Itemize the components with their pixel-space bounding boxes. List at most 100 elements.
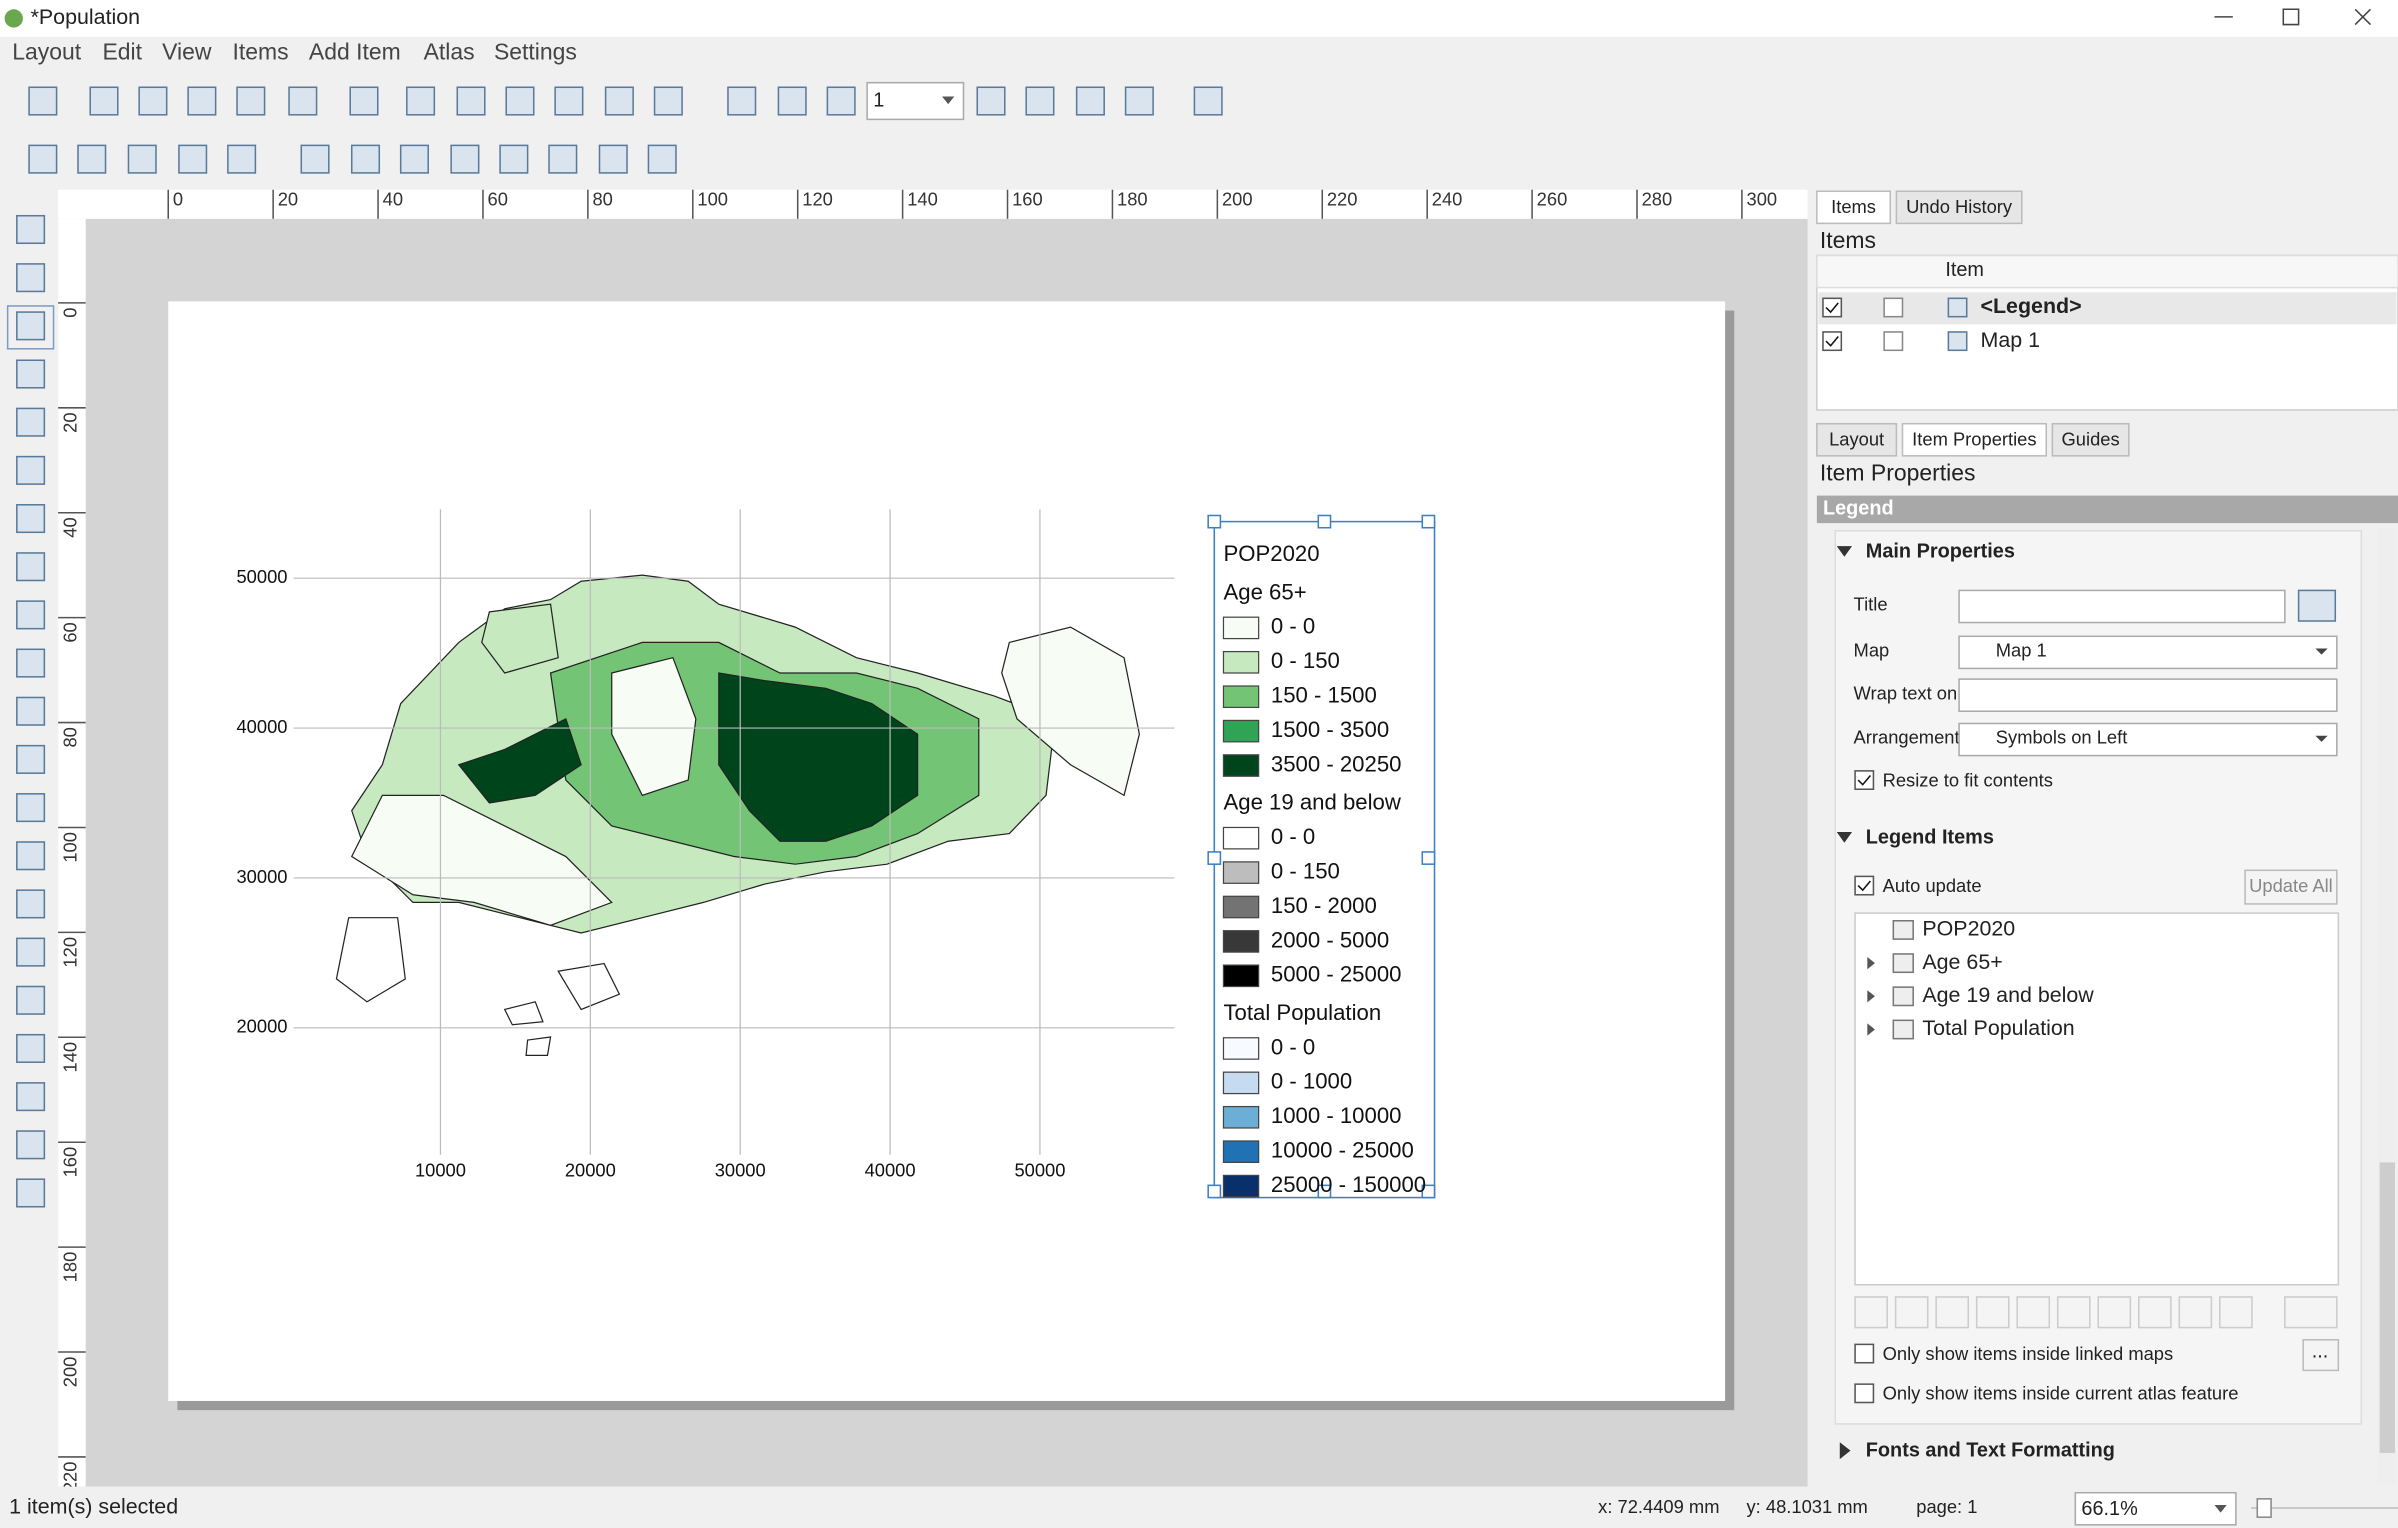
tool-button[interactable]	[16, 937, 46, 967]
handle[interactable]	[1421, 851, 1436, 865]
tool-button[interactable]	[236, 86, 266, 116]
tool-button[interactable]	[16, 696, 46, 726]
tree-button[interactable]	[2284, 1296, 2338, 1329]
menu-item[interactable]: Items	[232, 39, 288, 65]
tool-button[interactable]	[227, 144, 257, 174]
tool-button[interactable]	[777, 86, 807, 116]
checkbox[interactable]	[1854, 875, 1875, 896]
tree-button[interactable]	[1975, 1296, 2010, 1329]
window-controls[interactable]	[2214, 8, 2372, 26]
tool-button[interactable]	[450, 144, 480, 174]
tool-button[interactable]	[647, 144, 677, 174]
tool-button[interactable]	[1124, 86, 1154, 116]
handle[interactable]	[1421, 1184, 1436, 1199]
tool-button[interactable]	[16, 793, 46, 823]
tool-button[interactable]	[16, 985, 46, 1015]
tool-button[interactable]	[350, 144, 381, 174]
tree-button[interactable]	[2056, 1296, 2091, 1329]
combo-box[interactable]	[1958, 635, 2338, 670]
handle[interactable]	[1207, 1184, 1222, 1199]
tree-button[interactable]	[2219, 1296, 2253, 1329]
tool-button[interactable]	[16, 889, 46, 919]
tree-expander[interactable]	[1867, 957, 1875, 970]
tool-button[interactable]	[28, 86, 58, 116]
menu-item[interactable]: Settings	[494, 39, 577, 65]
tool-button[interactable]	[288, 86, 318, 116]
text-input[interactable]	[1958, 678, 2338, 713]
tool-button[interactable]	[598, 144, 628, 174]
scroll-thumb[interactable]	[2379, 1162, 2395, 1453]
zoom-handle[interactable]	[2256, 1498, 2272, 1518]
tool-button[interactable]	[604, 86, 634, 116]
handle[interactable]	[1207, 514, 1222, 529]
tool-button[interactable]	[1075, 86, 1105, 116]
tool-button[interactable]	[16, 1178, 46, 1208]
tree-button[interactable]	[1854, 1296, 1888, 1329]
handle[interactable]	[1421, 514, 1436, 529]
map-item[interactable]: 50000 40000 30000 20000 10000 20000 30000 40000…	[236, 509, 1175, 1180]
tool-button[interactable]	[16, 648, 46, 678]
tool-button[interactable]	[187, 86, 217, 116]
tree-button[interactable]	[1935, 1296, 1970, 1329]
checkbox[interactable]	[1854, 1343, 1875, 1364]
tool-button[interactable]	[300, 144, 330, 174]
update-all-button[interactable]	[2244, 869, 2338, 905]
tool-button[interactable]	[826, 86, 856, 116]
lock-checkbox[interactable]	[1883, 297, 1904, 318]
tree-label[interactable]: Age 19 and below	[1922, 983, 2094, 1007]
tree-button[interactable]	[2016, 1296, 2051, 1329]
tool-button[interactable]	[653, 86, 683, 116]
tool-button[interactable]	[399, 144, 429, 174]
handle[interactable]	[1317, 514, 1332, 529]
text-input[interactable]	[1958, 589, 2286, 624]
tree-label[interactable]: Age 65+	[1922, 950, 2002, 974]
tool-button[interactable]	[16, 552, 46, 582]
menu-item[interactable]: Add Item	[309, 39, 401, 65]
tool-button[interactable]	[16, 359, 46, 389]
tool-button[interactable]	[16, 263, 46, 293]
tool-button[interactable]	[505, 86, 535, 116]
tool-button[interactable]	[178, 144, 208, 174]
combo-box[interactable]	[1958, 722, 2338, 757]
menu-item[interactable]: Atlas	[424, 39, 475, 65]
expression-button[interactable]	[2297, 589, 2337, 622]
tool-button[interactable]	[456, 86, 486, 116]
menu-item[interactable]: Layout	[12, 39, 81, 65]
menu-item[interactable]: Edit	[102, 39, 142, 65]
tool-button[interactable]	[976, 86, 1006, 116]
zoom-box[interactable]	[2074, 1491, 2237, 1526]
tree-button[interactable]	[2097, 1296, 2132, 1329]
tool-button[interactable]	[16, 214, 46, 245]
visible-checkbox[interactable]	[1822, 331, 1843, 352]
tree-expander[interactable]	[1867, 1023, 1875, 1036]
tool-button[interactable]	[16, 600, 46, 630]
tool-button[interactable]	[727, 86, 757, 116]
tree-button[interactable]	[2178, 1296, 2213, 1329]
item-name[interactable]: Map 1	[1980, 328, 2040, 352]
tool-button[interactable]	[349, 86, 379, 116]
checkbox[interactable]	[1854, 770, 1875, 790]
tool-button[interactable]	[548, 144, 578, 174]
tree-button[interactable]	[1894, 1296, 1929, 1329]
tab[interactable]	[1816, 190, 1892, 225]
tool-button[interactable]	[16, 407, 46, 437]
tab[interactable]	[1901, 422, 2048, 457]
tab[interactable]	[2051, 422, 2130, 457]
tool-button[interactable]	[28, 144, 58, 174]
handle[interactable]	[1317, 1184, 1332, 1199]
tool-button[interactable]	[16, 504, 46, 534]
tool-button[interactable]	[16, 1033, 46, 1063]
item-name[interactable]: <Legend>	[1980, 294, 2081, 318]
menu-item[interactable]: View	[162, 39, 212, 65]
tool-button[interactable]	[138, 86, 168, 116]
legend-item[interactable]: POP2020 Age 65+ 0 - 0 0 - 150 150 - 1500 1500…	[1222, 541, 1426, 1198]
tool-button[interactable]	[1193, 86, 1223, 116]
tool-button[interactable]	[127, 144, 157, 174]
tree-label[interactable]: Total Population	[1922, 1016, 2074, 1040]
handle[interactable]	[1207, 851, 1222, 865]
tool-button[interactable]	[16, 744, 46, 774]
tree-expander[interactable]	[1867, 990, 1875, 1003]
more-button[interactable]	[2302, 1339, 2340, 1372]
visible-checkbox[interactable]	[1822, 297, 1843, 318]
lock-checkbox[interactable]	[1883, 331, 1904, 352]
